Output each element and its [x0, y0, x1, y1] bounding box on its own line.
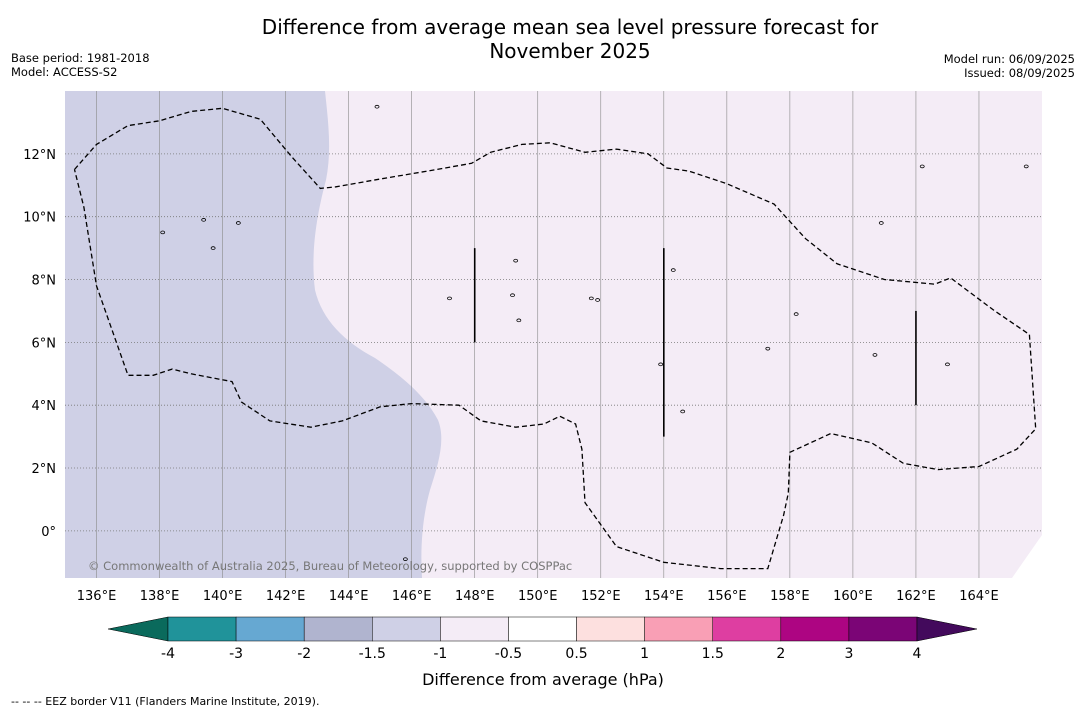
colorbar-bin	[644, 616, 713, 642]
longitude-tick-label: 164°E	[959, 589, 999, 604]
model-run-date: Model run: 06/09/2025	[943, 52, 1075, 66]
longitude-tick-label: 160°E	[833, 589, 873, 604]
map-title-line-2: November 2025	[489, 39, 651, 63]
island-outline	[765, 346, 771, 351]
island-outline	[793, 312, 799, 316]
longitude-tick-label: 154°E	[644, 589, 684, 604]
island-outline	[160, 230, 166, 235]
graticule	[65, 91, 1042, 578]
colorbar-bin	[167, 616, 237, 642]
map-title-line-1: Difference from average mean sea level p…	[261, 15, 879, 39]
model-name: Model: ACCESS-S2	[11, 65, 118, 79]
colorbar-tick-label: -2	[297, 646, 311, 662]
longitude-tick-label: 152°E	[581, 589, 621, 604]
latitude-labels: 0° 2°N 4°N 6°N 8°N 10°N 12°N	[23, 148, 56, 540]
longitude-tick-label: 162°E	[896, 589, 936, 604]
latitude-tick-label: 0°	[41, 525, 56, 540]
colorbar-tick-label: -4	[161, 646, 175, 662]
colorbar-tick-label: 4	[913, 646, 922, 662]
copyright-notice: © Commonwealth of Australia 2025, Bureau…	[88, 559, 572, 573]
island-outline	[201, 218, 207, 222]
map-frame-corner-mask	[1012, 535, 1042, 578]
island-outline	[374, 104, 380, 109]
latitude-tick-label: 10°N	[23, 211, 56, 226]
model-info: Base period: 1981-2018 Model: ACCESS-S2	[11, 51, 150, 79]
colorbar-bin	[712, 616, 782, 642]
colorbar-tick-label: -0.5	[495, 646, 522, 662]
colorbar-tick-label: 1	[640, 646, 649, 662]
longitude-tick-label: 136°E	[77, 589, 117, 604]
colorbar-bin	[303, 616, 373, 642]
colorbar-under-arrow	[107, 616, 169, 642]
island-outline	[210, 246, 216, 250]
eez-footnote: -- -- -- EEZ border V11 (Flanders Marine…	[11, 695, 320, 708]
island-outline	[658, 362, 664, 367]
colorbar-bin	[372, 616, 441, 642]
longitude-tick-label: 140°E	[203, 589, 243, 604]
longitude-labels: 136°E 138°E 140°E 142°E 144°E 146°E 148°E 150°E…	[77, 589, 999, 604]
island-outline	[588, 296, 594, 301]
map-title: Difference from average mean sea level p…	[220, 15, 920, 63]
island-outline	[1023, 164, 1029, 169]
island-outline	[235, 221, 241, 225]
colorbar-over-arrow	[916, 616, 978, 642]
latitude-tick-label: 6°N	[32, 336, 57, 351]
colorbar-label: Difference from average (hPa)	[422, 670, 664, 689]
island-outline	[595, 298, 601, 302]
longitude-tick-label: 150°E	[518, 589, 558, 604]
colorbar-bin	[576, 616, 645, 642]
colorbar-tick-label: 2	[776, 646, 785, 662]
island-outline	[50, 294, 54, 297]
colorbar: -4 -3 -2 -1.5 -1 -0.5 0.5 1 1.5 2 3 4	[107, 616, 978, 662]
colorbar-tick-label: -3	[229, 646, 243, 662]
longitude-tick-label: 138°E	[140, 589, 180, 604]
colorbar-bin	[780, 616, 850, 642]
island-outline	[680, 409, 686, 414]
run-info: Model run: 06/09/2025 Issued: 08/09/2025	[944, 52, 1075, 80]
colorbar-bin	[508, 616, 577, 642]
longitude-tick-label: 144°E	[329, 589, 369, 604]
island-outline	[670, 268, 676, 272]
latitude-tick-label: 4°N	[32, 399, 57, 414]
island-outline	[513, 258, 519, 263]
longitude-tick-label: 158°E	[770, 589, 810, 604]
colorbar-bin	[848, 616, 918, 642]
colorbar-tick-label: -1.5	[359, 646, 386, 662]
island-outline	[945, 362, 950, 367]
base-period: Base period: 1981-2018	[11, 51, 150, 65]
map-field: © Commonwealth of Australia 2025, Bureau…	[50, 55, 1042, 578]
eez-boundary	[73, 107, 1037, 570]
colorbar-tick-label: 1.5	[702, 646, 724, 662]
island-outline	[878, 221, 884, 225]
eez-boundary-segments	[473, 248, 917, 437]
island-outlines	[50, 55, 1029, 561]
longitude-tick-label: 148°E	[455, 589, 495, 604]
island-outline	[402, 557, 408, 561]
colorbar-bin	[440, 616, 509, 642]
latitude-tick-label: 12°N	[23, 148, 56, 163]
issued-date: Issued: 08/09/2025	[964, 66, 1075, 80]
longitude-tick-label: 146°E	[392, 589, 432, 604]
colorbar-tick-label: -1	[433, 646, 447, 662]
colorbar-bin	[235, 616, 305, 642]
anomaly-region-minus-1-5-to-minus-1	[65, 91, 442, 578]
island-outline	[447, 296, 452, 301]
latitude-tick-label: 8°N	[32, 274, 57, 289]
latitude-tick-label: 2°N	[32, 462, 57, 477]
colorbar-tick-label: 0.5	[565, 646, 587, 662]
island-outline	[516, 318, 522, 323]
island-outline	[872, 353, 878, 357]
colorbar-tick-label: 3	[844, 646, 853, 662]
island-outline	[400, 55, 404, 58]
longitude-tick-label: 156°E	[707, 589, 747, 604]
island-outline	[919, 164, 925, 169]
longitude-tick-label: 142°E	[266, 589, 306, 604]
island-outline	[510, 293, 515, 298]
